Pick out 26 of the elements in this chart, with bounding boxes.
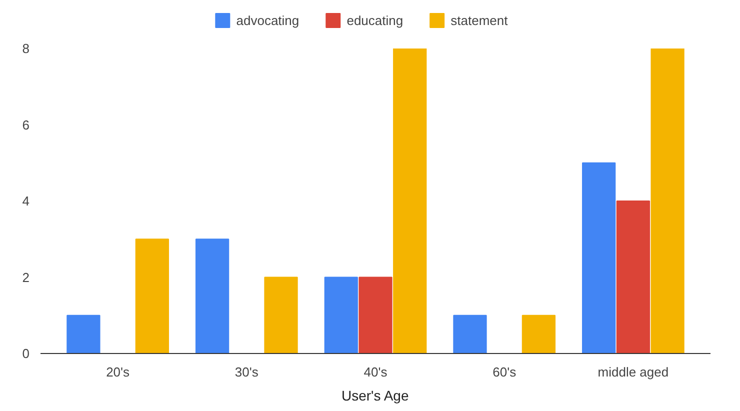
x-tick-label: 30's — [234, 364, 259, 380]
bar — [582, 162, 616, 354]
x-tick-label: 40's — [364, 364, 388, 380]
x-tick-label: 20's — [106, 364, 130, 380]
bar — [264, 276, 298, 354]
bar — [66, 314, 100, 354]
bar — [358, 276, 392, 354]
bar — [453, 314, 487, 354]
bar — [650, 48, 684, 354]
bar — [324, 276, 358, 354]
bar — [522, 314, 556, 354]
y-tick-label: 4 — [22, 194, 30, 208]
legend-label: statement — [450, 13, 508, 28]
bar — [135, 238, 169, 354]
y-tick-label: 6 — [22, 117, 30, 132]
legend-label: advocating — [236, 13, 300, 28]
bar — [616, 200, 650, 354]
x-axis-title: User's Age — [341, 388, 409, 404]
y-tick-label: 2 — [22, 270, 30, 285]
legend-label: educating — [346, 13, 404, 28]
bar — [393, 48, 427, 354]
x-tick-label: 60's — [492, 364, 517, 380]
y-tick-label: 8 — [22, 41, 30, 56]
bar — [195, 238, 230, 354]
y-tick-label: 0 — [22, 346, 30, 361]
x-tick-label: middle aged — [598, 364, 669, 380]
